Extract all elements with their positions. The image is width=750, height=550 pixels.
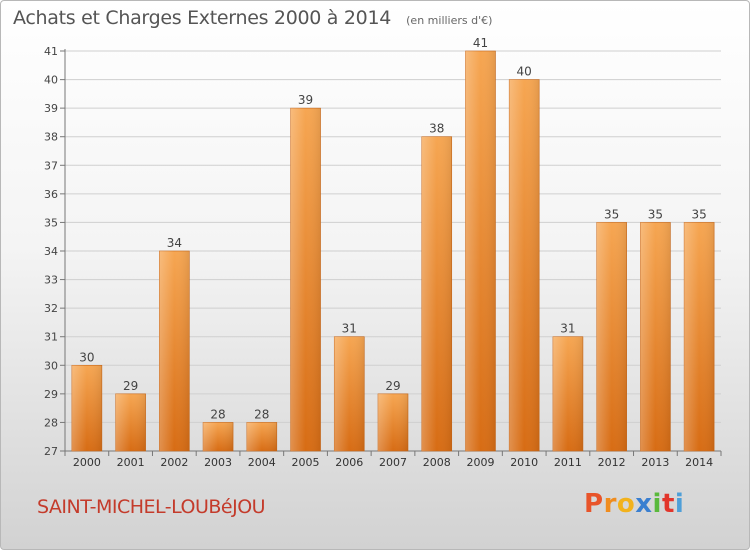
proxiti-logo: Proxiti xyxy=(584,489,684,519)
data-label: 31 xyxy=(342,322,357,336)
logo-letter: x xyxy=(635,489,653,519)
commune-name: SAINT-MICHEL-LOUBéJOU xyxy=(37,496,266,518)
logo-letter: i xyxy=(674,489,685,519)
logo-letter: o xyxy=(616,489,636,519)
data-label: 41 xyxy=(473,36,488,50)
x-tick-label: 2000 xyxy=(73,456,101,469)
x-tick-label: 2002 xyxy=(160,456,188,469)
bar-highlight xyxy=(115,393,146,451)
x-tick-label: 2010 xyxy=(510,456,538,469)
bars xyxy=(71,50,715,452)
bar-highlight xyxy=(378,393,408,451)
bar-highlight xyxy=(71,365,102,451)
y-tick-label: 38 xyxy=(44,131,58,144)
bar-highlight xyxy=(334,336,365,451)
bar-highlight xyxy=(159,251,190,451)
data-label: 29 xyxy=(123,379,138,393)
x-tick-label: 2012 xyxy=(598,456,626,469)
data-label: 34 xyxy=(167,236,182,250)
title-row: Achats et Charges Externes 2000 à 2014 (… xyxy=(13,7,492,29)
bar-highlight xyxy=(684,222,715,451)
y-tick-label: 37 xyxy=(44,159,58,172)
bar-highlight xyxy=(596,222,627,451)
data-label: 28 xyxy=(254,407,269,421)
data-label: 29 xyxy=(385,379,400,393)
x-tick-label: 2006 xyxy=(335,456,363,469)
y-tick-label: 40 xyxy=(44,74,58,87)
data-label: 39 xyxy=(298,93,313,107)
y-tick-label: 27 xyxy=(44,445,58,458)
y-tick-label: 34 xyxy=(44,245,58,258)
x-tick-label: 2007 xyxy=(379,456,407,469)
data-label: 40 xyxy=(517,65,532,79)
data-label: 28 xyxy=(210,407,225,421)
data-label: 35 xyxy=(648,207,663,221)
y-tick-label: 32 xyxy=(44,302,58,315)
data-label: 38 xyxy=(429,122,444,136)
bar-highlight xyxy=(640,222,671,451)
x-tick-label: 2011 xyxy=(554,456,582,469)
logo-letter: t xyxy=(661,489,675,519)
x-tick-label: 2001 xyxy=(117,456,145,469)
y-tick-label: 31 xyxy=(44,331,58,344)
x-tick-label: 2014 xyxy=(685,456,713,469)
chart-unit: (en milliers d'€) xyxy=(406,14,493,27)
bar-highlight xyxy=(290,108,321,452)
bar-highlight xyxy=(509,79,540,452)
y-tick-label: 28 xyxy=(44,416,58,429)
data-label: 35 xyxy=(604,207,619,221)
y-tick-label: 30 xyxy=(44,359,58,372)
y-tick-label: 39 xyxy=(44,102,58,115)
y-tick-label: 41 xyxy=(44,45,58,58)
data-label: 31 xyxy=(560,322,575,336)
logo-letter: i xyxy=(652,489,662,519)
bar-highlight xyxy=(246,422,277,451)
bar-highlight xyxy=(465,51,496,451)
logo-letter: P xyxy=(584,489,604,519)
chart-title: Achats et Charges Externes 2000 à 2014 xyxy=(13,7,392,29)
x-tick-label: 2005 xyxy=(292,456,320,469)
x-tick-label: 2004 xyxy=(248,456,276,469)
data-label: 30 xyxy=(79,350,94,364)
data-label: 35 xyxy=(691,207,706,221)
bar-highlight xyxy=(421,136,452,451)
x-tick-label: 2003 xyxy=(204,456,232,469)
x-tick-label: 2008 xyxy=(423,456,451,469)
y-tick-label: 36 xyxy=(44,188,58,201)
bar-highlight xyxy=(552,336,583,451)
data-labels: 30 29 34 28 28 39 31 29 38 41 40 31 35 35 35 xyxy=(79,36,707,421)
y-tick-label: 35 xyxy=(44,216,58,229)
y-tick-label: 29 xyxy=(44,388,58,401)
x-tick-label: 2009 xyxy=(466,456,494,469)
logo-letter: r xyxy=(603,489,617,519)
x-tick-label: 2013 xyxy=(641,456,669,469)
bar-highlight xyxy=(203,422,234,451)
y-tick-label: 33 xyxy=(44,274,58,287)
